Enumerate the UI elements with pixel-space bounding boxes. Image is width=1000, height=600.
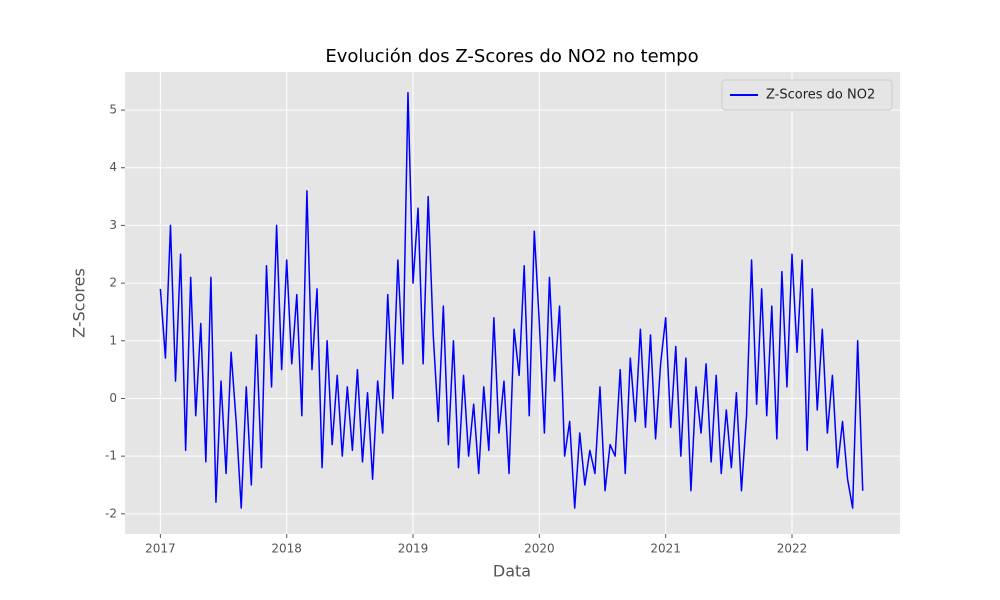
plot-area [125, 72, 900, 534]
y-tick-label: -1 [105, 449, 117, 463]
x-axis-label: Data [493, 562, 531, 581]
data-line [159, 92, 864, 509]
x-tick-label: 2017 [145, 542, 176, 556]
chart-title: Evolución dos Z-Scores do NO2 no tempo [325, 46, 698, 67]
legend: Z-Scores do NO2 [721, 79, 893, 111]
x-tick-label: 2020 [524, 542, 555, 556]
y-tick-label: 5 [109, 103, 117, 117]
y-tick-label: 1 [109, 333, 117, 347]
y-tick-label: 0 [109, 391, 117, 405]
legend-box [721, 79, 893, 111]
y-tick-label: 3 [109, 218, 117, 232]
y-tick-label: 2 [109, 276, 117, 290]
x-tick-label: 2018 [271, 542, 302, 556]
x-tick-label: 2021 [650, 542, 681, 556]
x-tick-label: 2019 [398, 542, 429, 556]
y-tick-label: -2 [105, 506, 117, 520]
legend-label: Z-Scores do NO2 [766, 88, 875, 103]
y-tick-label: 4 [109, 160, 117, 174]
y-axis-label: Z-Scores [70, 268, 89, 338]
x-tick-label: 2022 [777, 542, 808, 556]
